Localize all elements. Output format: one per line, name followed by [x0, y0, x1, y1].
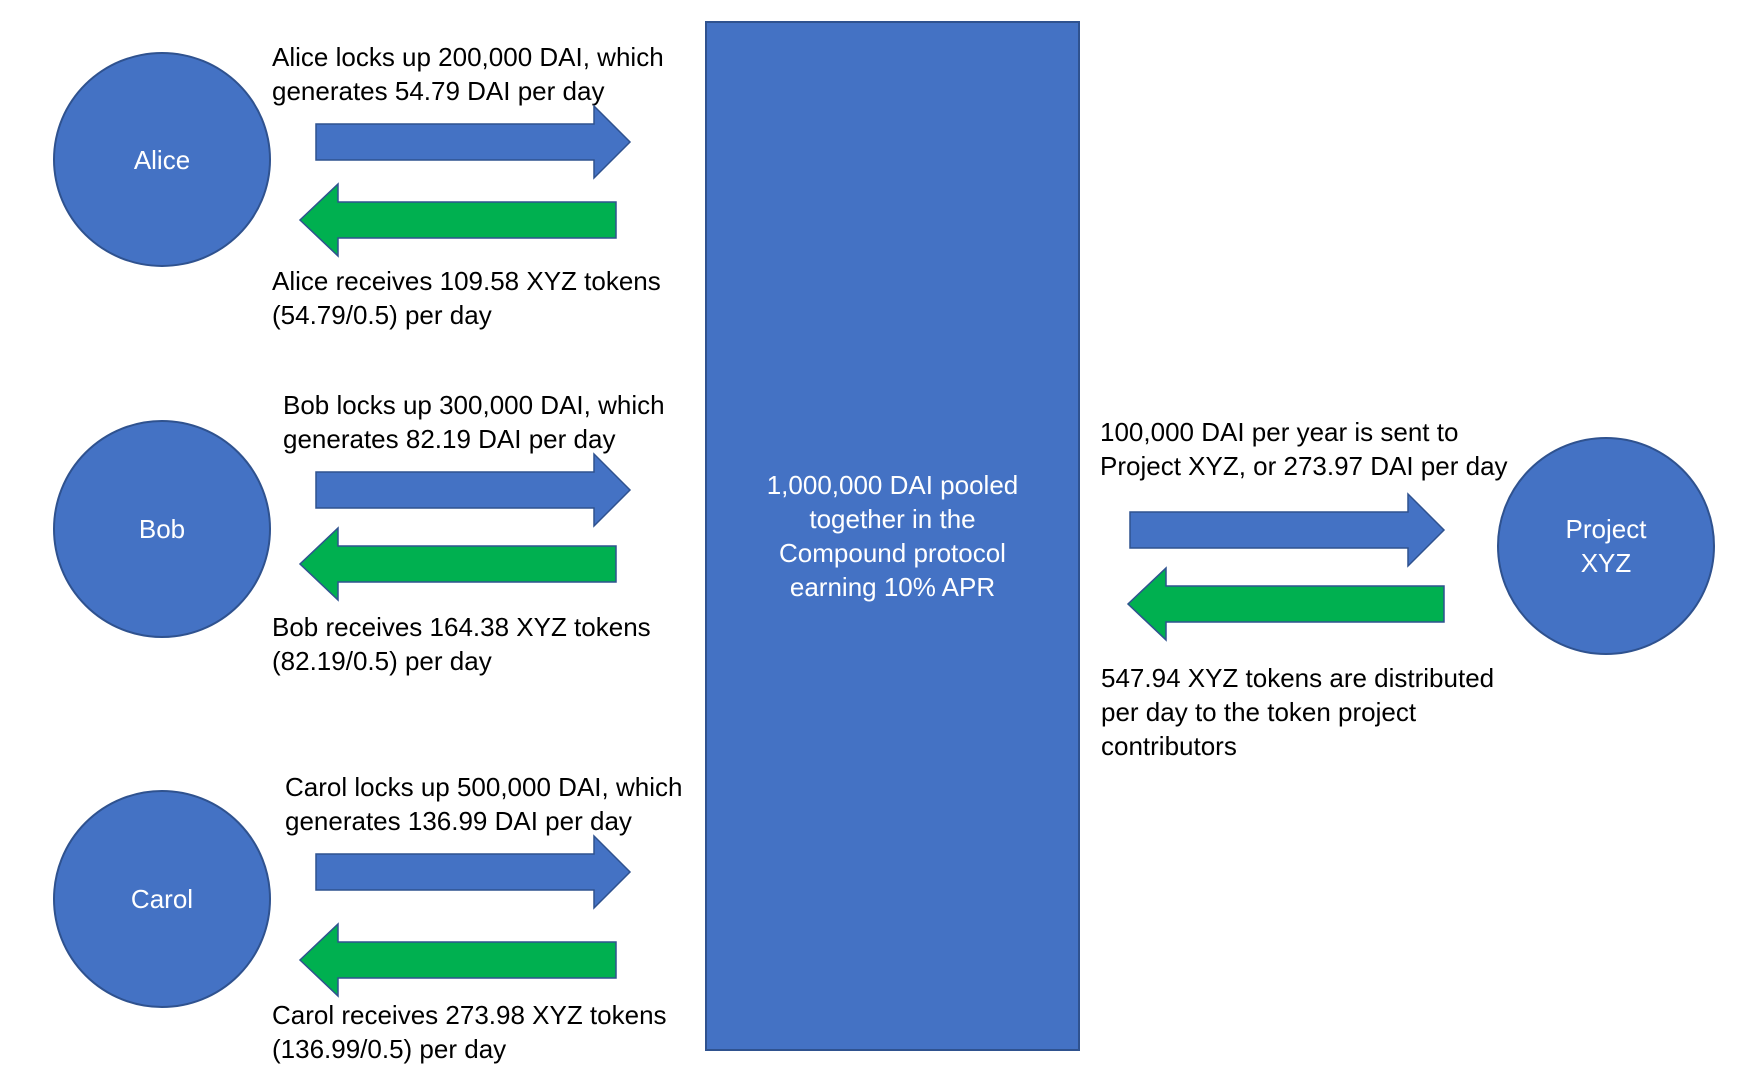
- node-bob-label: Bob: [138, 514, 186, 544]
- bob-lock-label: Bob locks up 300,000 DAI, which generate…: [283, 390, 665, 454]
- alice-dai-arrow: [315, 104, 632, 180]
- bob-receive-label: Bob receives 164.38 XYZ tokens (82.19/0.…: [272, 612, 651, 676]
- carol-dai-arrow: [315, 834, 632, 910]
- node-bob: Bob: [53, 420, 271, 638]
- carol-lock-label: Carol locks up 500,000 DAI, which genera…: [285, 772, 683, 836]
- node-alice-label: Alice: [133, 144, 191, 175]
- alice-token-arrow: [298, 182, 617, 258]
- carol-receive-label: Carol receives 273.98 XYZ tokens (136.99…: [272, 1000, 667, 1064]
- node-carol-label: Carol: [130, 884, 194, 914]
- project-token-arrow: [1126, 566, 1445, 642]
- project-dai-arrow: [1129, 492, 1446, 568]
- project-sent-label: 100,000 DAI per year is sent to Project …: [1100, 417, 1508, 481]
- node-alice: Alice: [53, 52, 271, 267]
- node-project-xyz-label: Project XYZ: [1565, 514, 1647, 578]
- bob-token-arrow: [298, 526, 617, 602]
- bob-dai-arrow: [315, 452, 632, 528]
- compound-pool-label: 1,000,000 DAI pooled together in the Com…: [766, 470, 1019, 602]
- node-carol: Carol: [53, 790, 271, 1008]
- node-project-xyz: Project XYZ: [1497, 437, 1715, 655]
- alice-receive-label: Alice receives 109.58 XYZ tokens (54.79/…: [272, 266, 661, 330]
- alice-lock-label: Alice locks up 200,000 DAI, which genera…: [272, 42, 664, 106]
- project-distributed-label: 547.94 XYZ tokens are distributed per da…: [1101, 663, 1495, 761]
- carol-token-arrow: [298, 922, 617, 998]
- compound-pool: 1,000,000 DAI pooled together in the Com…: [705, 21, 1080, 1051]
